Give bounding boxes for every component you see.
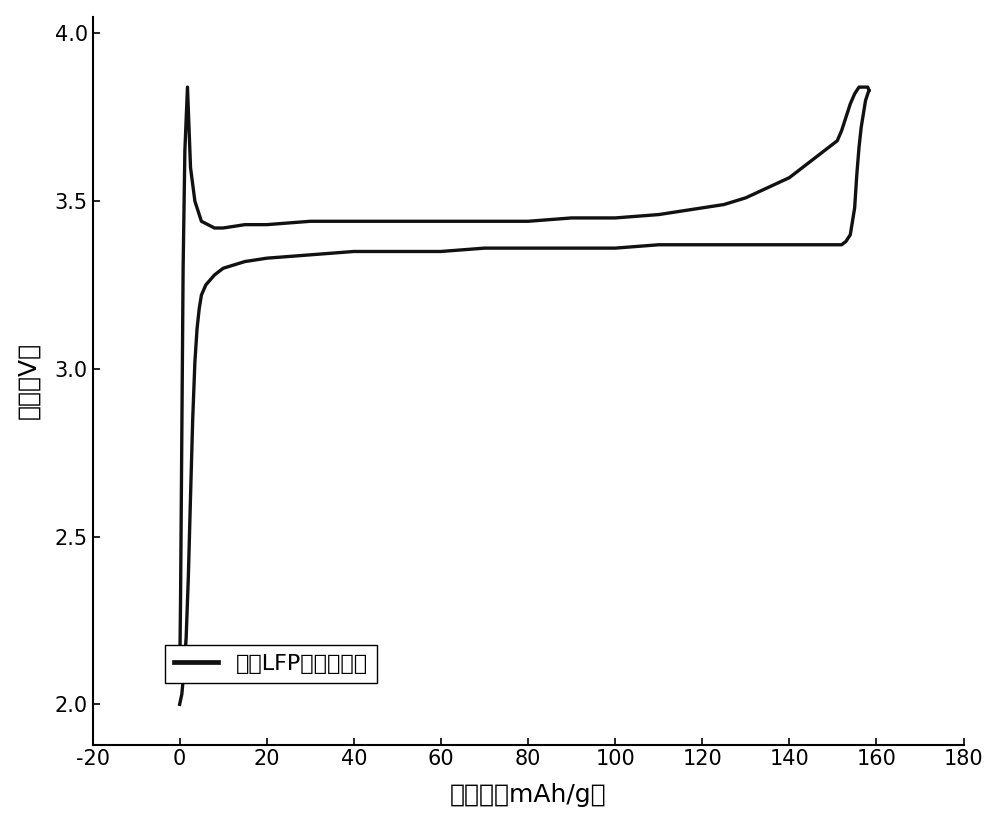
X-axis label: 比容量（mAh/g）: 比容量（mAh/g） (450, 784, 606, 808)
Legend: 废旧LFP充放电曲线: 废旧LFP充放电曲线 (165, 644, 377, 682)
Y-axis label: 电压（V）: 电压（V） (17, 342, 41, 419)
